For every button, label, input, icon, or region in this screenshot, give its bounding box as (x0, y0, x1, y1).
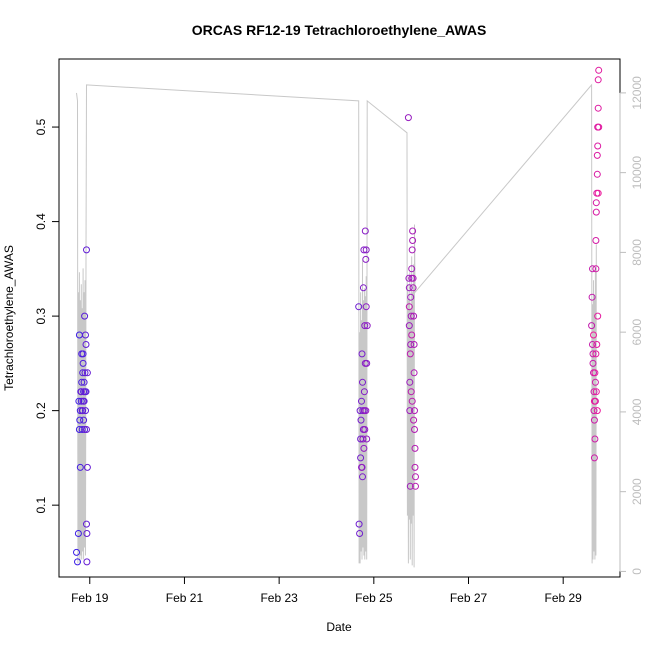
y-axis-label: Tetrachloroethylene_AWAS (2, 245, 16, 391)
right-axis: 0 2000 4000 6000 8000 10000 12000 (620, 76, 644, 575)
y-tick-label: 0.1 (34, 496, 48, 513)
y-tick-label: 0.4 (34, 213, 48, 230)
data-point (594, 171, 600, 177)
data-point (84, 559, 90, 565)
x-axis-label: Date (326, 620, 352, 634)
data-point (595, 105, 601, 111)
data-point (594, 152, 600, 158)
x-axis: Feb 19 Feb 21 Feb 23 Feb 25 Feb 27 Feb 29 (71, 577, 582, 605)
right-tick-label: 0 (630, 568, 644, 575)
x-tick-label: Feb 19 (71, 591, 109, 605)
chart-title: ORCAS RF12-19 Tetrachloroethylene_AWAS (192, 22, 487, 38)
right-tick-label: 8000 (630, 239, 644, 266)
altitude-trace (77, 85, 597, 568)
data-point (363, 256, 369, 262)
right-tick-label: 12000 (630, 76, 644, 110)
data-point (405, 115, 411, 121)
y-axis: 0.1 0.2 0.3 0.4 0.5 (34, 118, 59, 513)
altitude-line (77, 85, 597, 568)
right-tick-label: 4000 (630, 398, 644, 425)
x-tick-label: Feb 23 (260, 591, 298, 605)
data-point (596, 67, 602, 73)
x-tick-label: Feb 21 (166, 591, 204, 605)
data-point (74, 549, 80, 555)
y-tick-label: 0.5 (34, 118, 48, 135)
data-point (593, 200, 599, 206)
y-tick-label: 0.3 (34, 307, 48, 324)
y-tick-label: 0.2 (34, 402, 48, 419)
data-point (595, 77, 601, 83)
x-tick-label: Feb 29 (545, 591, 583, 605)
right-tick-label: 6000 (630, 318, 644, 345)
data-points (74, 67, 602, 565)
data-point (593, 209, 599, 215)
right-tick-label: 2000 (630, 478, 644, 505)
x-tick-label: Feb 27 (450, 591, 488, 605)
data-point (595, 143, 601, 149)
data-point (360, 285, 366, 291)
data-point (593, 238, 599, 244)
right-tick-label: 10000 (630, 156, 644, 190)
x-tick-label: Feb 25 (355, 591, 393, 605)
plot-frame (59, 59, 620, 577)
